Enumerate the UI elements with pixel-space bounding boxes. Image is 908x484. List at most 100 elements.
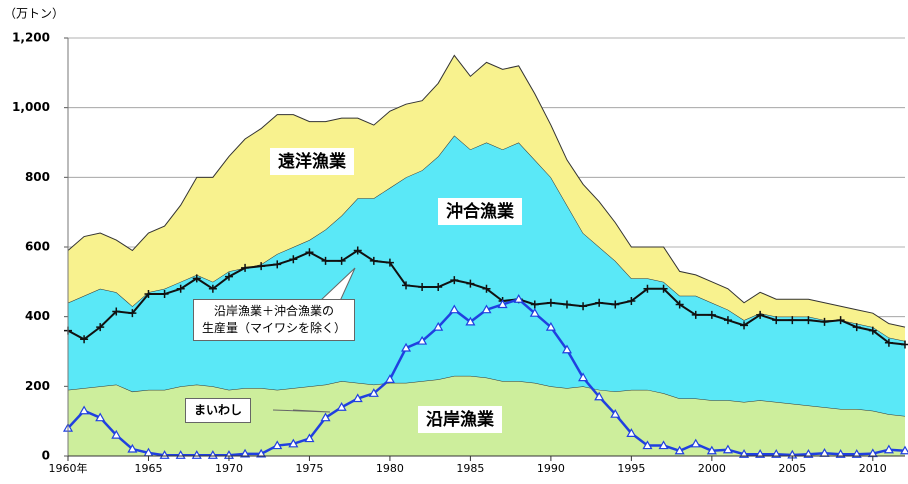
marker [207,450,218,459]
marker [273,260,282,269]
marker [706,445,717,455]
marker [804,316,813,325]
marker [561,344,573,354]
y-tick-label: 800 [25,170,50,184]
marker [626,428,637,437]
marker [418,283,427,292]
marker [579,302,588,311]
x-tick-label: 2010 [859,462,887,475]
marker [674,445,685,455]
y-unit-label: （万トン） [4,7,64,21]
marker [402,281,411,290]
area-label: 遠洋漁業 [278,151,346,172]
marker [545,321,556,331]
marker [884,338,893,347]
marker [369,256,378,265]
marker [208,284,217,293]
marker [305,248,314,257]
marker [529,307,540,317]
marker [530,300,539,309]
marker [272,440,283,450]
x-tick-label: 2000 [698,462,726,475]
marker [159,450,170,459]
callout-pointer [272,409,331,413]
x-tick-label: 1965 [134,462,162,475]
area-label-bg [438,198,522,225]
marker [659,284,668,293]
marker [658,440,669,450]
x-tick-label: 1980 [376,462,404,475]
lines [62,246,908,459]
marker [417,335,428,345]
marker [241,263,250,272]
marker [256,448,267,458]
marker [691,310,700,319]
marker [450,276,459,285]
marker [788,316,797,325]
x-tick-label: 2005 [778,462,806,475]
marker [899,445,908,455]
marker [112,307,121,316]
marker [240,448,251,458]
marker [836,316,845,325]
marker [433,321,444,331]
marker [868,326,877,335]
x-tick-label: 1970 [215,462,243,475]
marker [595,298,604,307]
area-label: 沖合漁業 [446,201,514,222]
area [68,135,905,416]
marker [160,290,169,299]
marker [643,284,652,293]
marker [772,316,781,325]
marker [128,309,137,318]
marker [482,284,491,293]
marker [288,438,299,448]
x-tick-label: 1995 [617,462,645,475]
x-tick-label: 1975 [295,462,323,475]
marker [497,299,508,309]
marker [562,300,571,309]
x-tick-label: 1985 [456,462,484,475]
marker [883,444,894,454]
marker [257,262,266,271]
x-tick-label: 1960年 [49,461,88,475]
marker [513,294,524,303]
marker [191,450,202,459]
area-label: 沿岸漁業 [426,409,494,430]
marker [594,391,605,401]
marker [385,258,394,267]
marker [707,310,716,319]
marker [95,412,106,422]
series-callout: 沿岸漁業＋沖合漁業の 生産量（マイワシを除く） [193,299,356,341]
marker [852,323,861,332]
marker [481,304,492,314]
marker [353,246,362,255]
marker [610,408,621,418]
marker [546,298,555,307]
marker [289,255,298,264]
marker [144,290,153,299]
marker [627,296,636,305]
marker [127,443,138,453]
marker [675,300,684,309]
marker [611,300,620,309]
marker [400,342,412,352]
marker [224,272,233,281]
marker [321,256,330,265]
y-tick-label: 1,200 [12,31,50,45]
marker [642,440,653,450]
marker [740,321,749,330]
marker [722,444,733,454]
marker [352,393,363,403]
axes: 0 200 400 600 800 1,000 1,200 1960年 1965 1970 1975… [12,31,905,475]
marker [96,323,105,332]
marker [449,304,460,314]
marker [466,279,475,288]
marker [337,256,346,265]
marker [384,374,395,383]
area-label-bg [270,148,354,175]
marker [304,433,315,443]
marker [723,316,732,325]
